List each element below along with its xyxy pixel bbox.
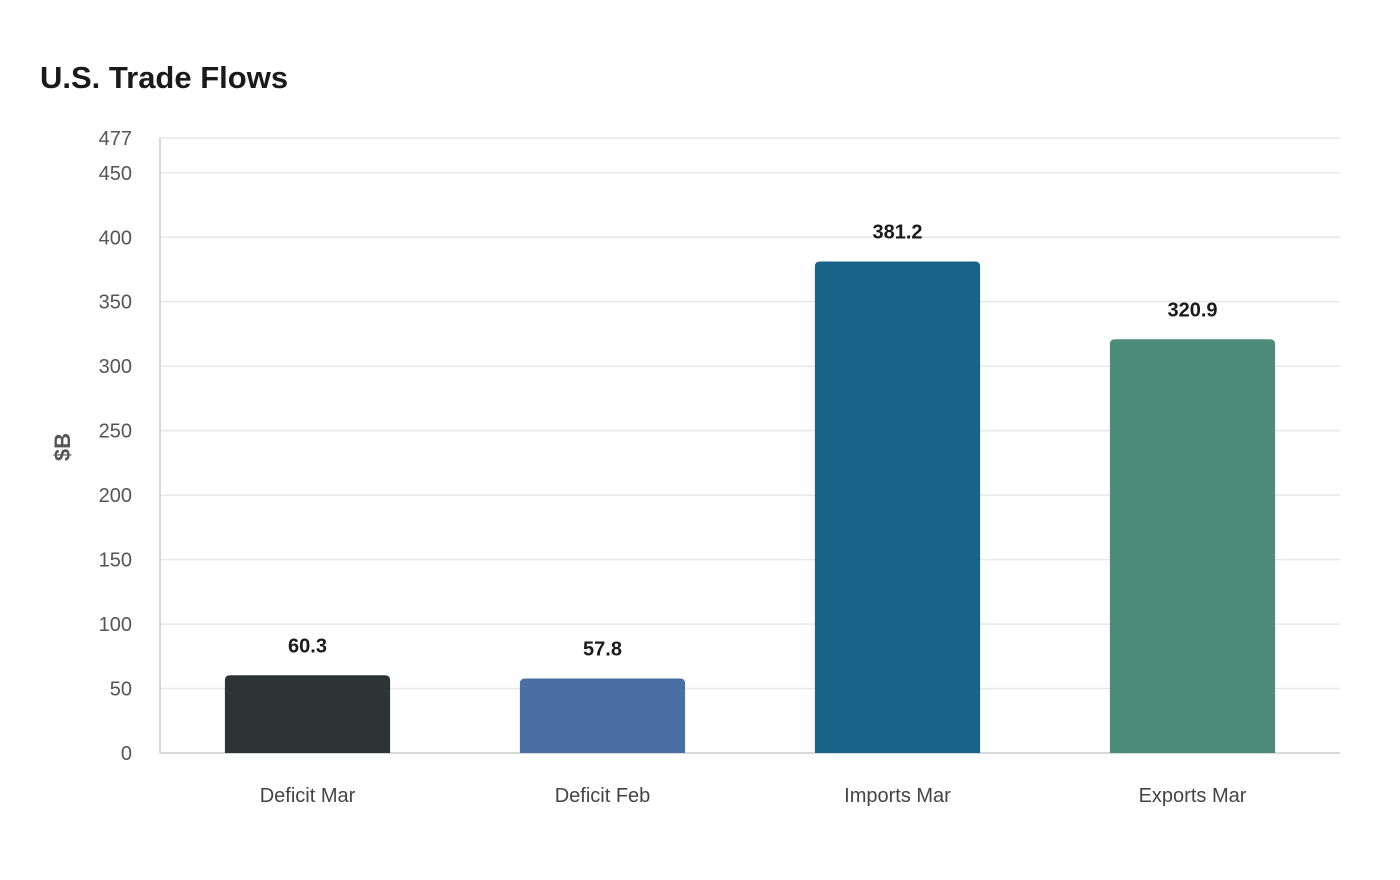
x-axis-labels: Deficit Mar Deficit Feb Imports Mar Exports… <box>260 785 1247 807</box>
x-tick-label: Deficit Mar <box>260 785 356 807</box>
y-tick-label: 350 <box>99 292 132 314</box>
bar-deficit-mar <box>224 675 391 753</box>
bars <box>224 261 1276 753</box>
x-tick-label: Deficit Feb <box>555 785 651 807</box>
y-tick-label: 100 <box>99 614 132 636</box>
data-label: 320.9 <box>1167 299 1217 321</box>
data-label: 57.8 <box>583 638 622 660</box>
data-label: 381.2 <box>872 222 922 244</box>
y-axis-title: $B <box>50 433 75 461</box>
y-tick-label: 400 <box>99 227 132 249</box>
chart-title: U.S. Trade Flows <box>40 60 289 95</box>
gridlines <box>160 137 1340 690</box>
y-tick-label: 200 <box>99 485 132 507</box>
x-tick-label: Exports Mar <box>1139 785 1247 807</box>
y-tick-label: 0 <box>121 743 132 765</box>
y-tick-label: 477 <box>99 128 132 150</box>
y-tick-label: 300 <box>99 356 132 378</box>
data-label: 60.3 <box>288 635 327 657</box>
bar-imports-mar <box>814 261 981 753</box>
y-tick-label: 150 <box>99 550 132 572</box>
y-tick-label: 250 <box>99 421 132 443</box>
bar-deficit-feb <box>519 678 686 753</box>
y-tick-label: 450 <box>99 163 132 185</box>
data-labels: 60.3 57.8 381.2 320.9 <box>288 222 1218 661</box>
y-tick-label: 50 <box>110 679 132 701</box>
bar-exports-mar <box>1109 339 1276 753</box>
y-axis-ticks: 0 50 100 150 200 250 300 350 400 450 477 <box>99 128 132 765</box>
x-tick-label: Imports Mar <box>844 785 951 807</box>
